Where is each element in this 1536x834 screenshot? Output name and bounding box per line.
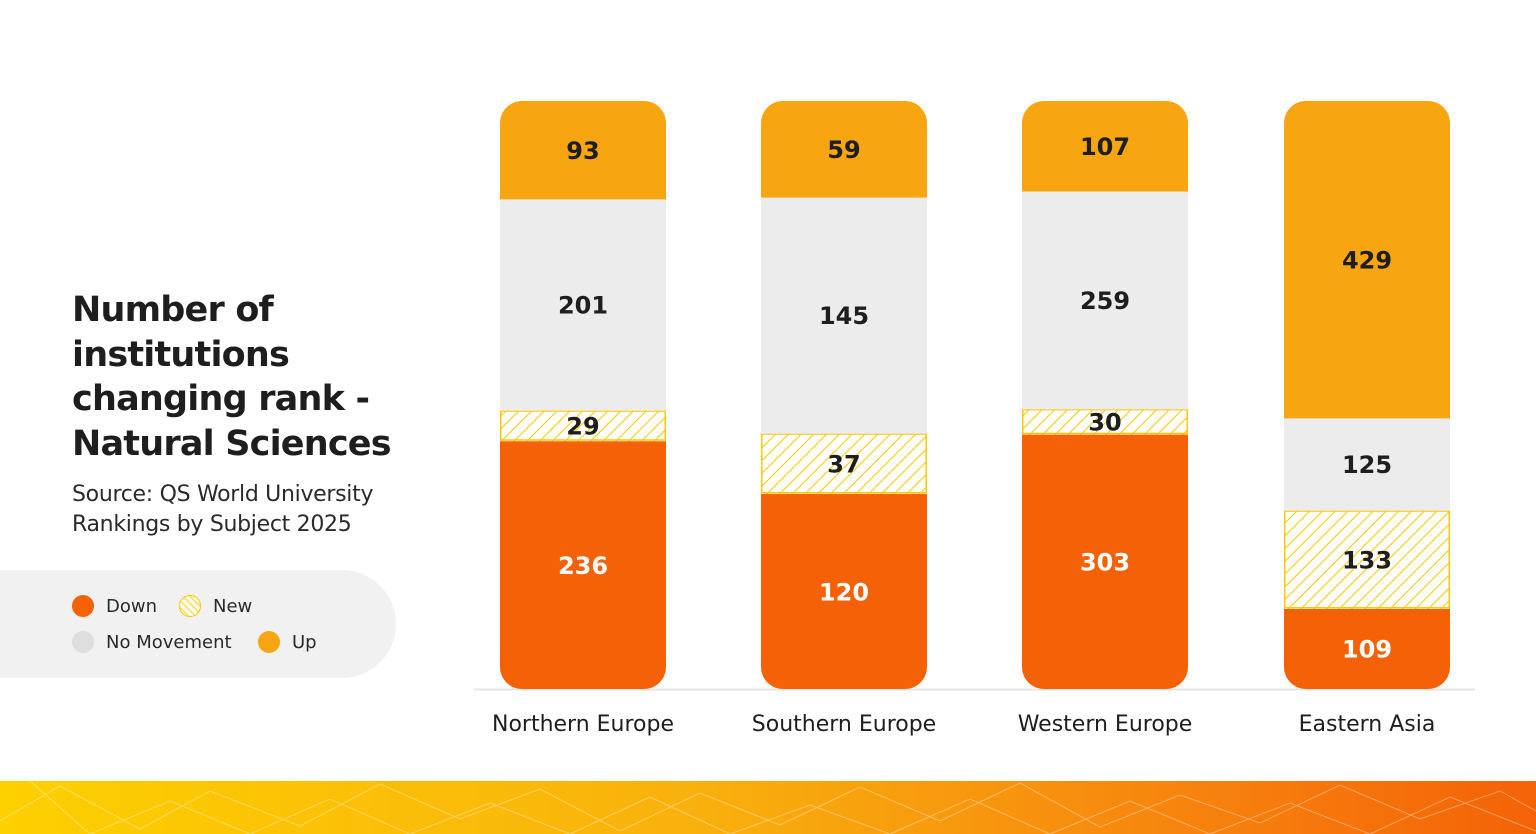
segment-new-eastern-asia [1284, 510, 1450, 609]
segment-no-movement-northern-europe [500, 198, 666, 411]
segment-border-new-northern-europe [500, 410, 666, 441]
legend-label-new: New [213, 595, 253, 617]
segment-border-new-southern-europe [761, 433, 927, 494]
bar-eastern-asia [1284, 101, 1450, 689]
data-label-up-western-europe: 107 [1080, 133, 1130, 161]
segment-up-southern-europe [761, 101, 927, 198]
data-label-down-western-europe: 303 [1080, 549, 1130, 577]
segment-no-movement-western-europe [1022, 191, 1188, 410]
data-label-down-southern-europe: 120 [819, 578, 869, 606]
legend: Down New No Movement Up [0, 570, 396, 678]
network-pattern-decoration [0, 781, 1536, 834]
data-label-new-western-europe: 30 [1088, 408, 1121, 436]
stacked-bar-chart: 236 29 201 93 Northern Europe 120 37 145 59 South… [474, 101, 1475, 737]
bar-northern-europe [500, 101, 666, 689]
legend-swatch-new [179, 595, 201, 617]
data-label-new-northern-europe: 29 [566, 413, 599, 441]
data-label-up-eastern-asia: 429 [1342, 246, 1392, 274]
category-label-northern-europe: Northern Europe [492, 712, 674, 737]
category-label-eastern-asia: Eastern Asia [1299, 712, 1436, 737]
segment-new-southern-europe [761, 433, 927, 495]
data-label-new-southern-europe: 37 [827, 450, 860, 478]
chart-subtitle: Source: QS World University Rankings by … [72, 482, 374, 537]
segment-border-new-eastern-asia [1284, 510, 1450, 609]
bar-western-europe [1022, 101, 1188, 689]
legend-swatch-down [72, 595, 94, 617]
data-label-up-southern-europe: 59 [827, 136, 860, 164]
segment-new-western-europe [1022, 408, 1188, 435]
legend-swatch-no-movement [72, 631, 94, 653]
data-label-up-northern-europe: 93 [566, 137, 599, 165]
data-label-new-eastern-asia: 133 [1342, 546, 1392, 574]
segment-no-movement-southern-europe [761, 197, 927, 434]
legend-item-down: Down [72, 595, 157, 617]
segment-border-new-western-europe [1022, 408, 1188, 435]
segment-up-eastern-asia [1284, 101, 1450, 419]
segment-up-northern-europe [500, 101, 666, 200]
category-label-western-europe: Western Europe [1018, 712, 1193, 737]
segment-down-southern-europe [761, 493, 927, 689]
segment-down-western-europe [1022, 434, 1188, 689]
segment-down-northern-europe [500, 440, 666, 689]
category-label-southern-europe: Southern Europe [752, 712, 936, 737]
data-label-no-movement-southern-europe: 145 [819, 302, 869, 330]
segment-down-eastern-asia [1284, 608, 1450, 689]
data-label-down-northern-europe: 236 [558, 552, 608, 580]
segment-new-northern-europe [500, 410, 666, 442]
segment-no-movement-eastern-asia [1284, 417, 1450, 511]
data-label-no-movement-eastern-asia: 125 [1342, 451, 1392, 479]
segment-up-western-europe [1022, 101, 1188, 192]
data-label-no-movement-northern-europe: 201 [558, 292, 608, 320]
legend-item-new: New [179, 595, 252, 617]
legend-label-down: Down [106, 595, 158, 617]
decorative-footer-band [0, 781, 1536, 834]
bar-southern-europe [761, 101, 927, 689]
legend-label-up: Up [292, 631, 317, 653]
data-label-down-eastern-asia: 109 [1342, 636, 1392, 664]
legend-label-no-movement: No Movement [106, 631, 232, 653]
data-label-no-movement-western-europe: 259 [1080, 287, 1130, 315]
chart-title: Number of institutions changing rank - N… [72, 290, 392, 464]
legend-item-up: Up [258, 631, 317, 653]
legend-swatch-up [258, 631, 280, 653]
legend-item-no-movement: No Movement [72, 631, 232, 653]
